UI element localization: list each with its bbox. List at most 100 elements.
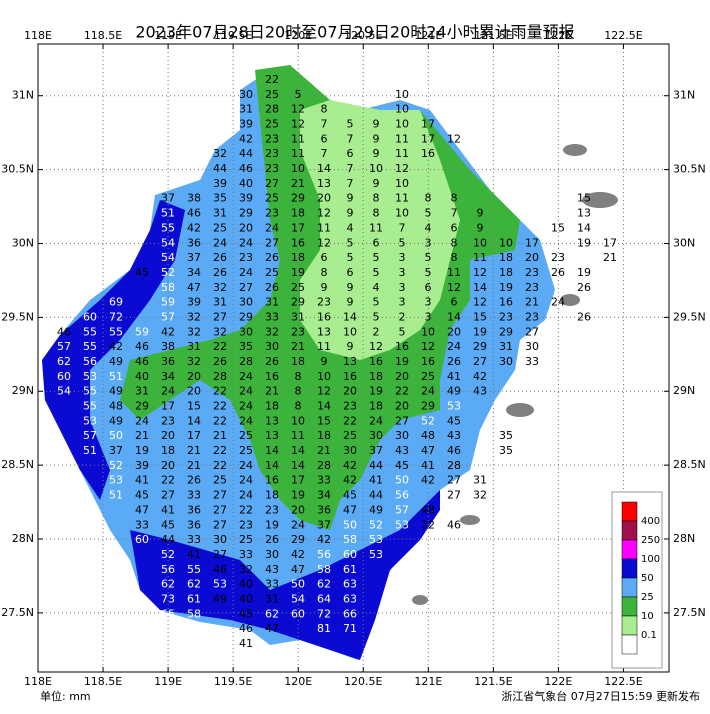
station-value: 18: [291, 355, 305, 368]
station-value: 25: [265, 118, 279, 131]
station-value: 3: [425, 310, 432, 323]
station-value: 33: [239, 548, 253, 561]
station-value: 16: [499, 296, 513, 309]
station-value: 12: [317, 207, 331, 220]
station-value: 28: [447, 459, 461, 472]
station-value: 42: [343, 474, 357, 487]
station-value: 8: [425, 192, 432, 205]
ticks: 118E 118E 118.5E 118.5E 119E 119E 119.5E 119.5E…: [1, 29, 705, 688]
station-value: 14: [265, 459, 279, 472]
station-value: 24: [135, 414, 149, 427]
station-value: 25: [265, 192, 279, 205]
station-value: 31: [291, 310, 305, 323]
station-value: 20: [395, 400, 409, 413]
station-value: 12: [473, 266, 487, 279]
regions: [42, 65, 618, 660]
station-value: 40: [239, 177, 253, 190]
station-value: 9: [373, 147, 380, 160]
station-value: 15: [473, 310, 487, 323]
station-value: 8: [451, 236, 458, 249]
station-value: 30: [343, 444, 357, 457]
station-value: 45: [395, 459, 409, 472]
x-tick-label: 119.5E: [214, 675, 252, 688]
station-value: 37: [369, 444, 383, 457]
station-value: 26: [265, 281, 279, 294]
x-tick-label: 120E: [284, 29, 312, 42]
station-value: 3: [399, 296, 406, 309]
station-value: 21: [291, 340, 305, 353]
station-value: 12: [317, 385, 331, 398]
station-value: 27: [213, 489, 227, 502]
station-value: 6: [321, 251, 328, 264]
station-value: 5: [373, 296, 380, 309]
station-value: 10: [395, 177, 409, 190]
station-value: 13: [577, 207, 591, 220]
station-value: 6: [321, 132, 328, 145]
y-tick-label: 29.5N: [673, 310, 706, 323]
station-value: 21: [187, 459, 201, 472]
station-value: 33: [265, 578, 279, 591]
station-value: 24: [239, 414, 253, 427]
station-value: 19: [291, 489, 305, 502]
station-value: 51: [83, 444, 97, 457]
station-value: 16: [265, 370, 279, 383]
station-value: 17: [291, 221, 305, 234]
station-value: 33: [265, 310, 279, 323]
station-value: 5: [347, 118, 354, 131]
station-value: 10: [473, 236, 487, 249]
station-value: 30: [239, 296, 253, 309]
station-value: 29: [421, 400, 435, 413]
station-value: 11: [447, 266, 461, 279]
station-value: 13: [265, 429, 279, 442]
x-tick-label: 122E: [544, 675, 572, 688]
station-value: 23: [525, 310, 539, 323]
station-value: 16: [291, 236, 305, 249]
station-value: 52: [161, 266, 175, 279]
station-value: 25: [265, 88, 279, 101]
station-value: 27: [213, 548, 227, 561]
station-value: 9: [477, 207, 484, 220]
station-value: 50: [291, 578, 305, 591]
y-tick-label: 28.5N: [1, 458, 34, 471]
x-tick-label: 121.5E: [474, 675, 512, 688]
station-value: 6: [425, 281, 432, 294]
station-value: 8: [295, 385, 302, 398]
station-value: 9: [347, 281, 354, 294]
station-value: 54: [161, 251, 175, 264]
station-value: 37: [109, 444, 123, 457]
station-value: 62: [187, 578, 201, 591]
station-value: 35: [213, 192, 227, 205]
station-value: 19: [473, 325, 487, 338]
station-value: 26: [213, 355, 227, 368]
station-value: 14: [577, 221, 591, 234]
station-value: 45: [239, 607, 253, 620]
station-value: 47: [265, 622, 279, 635]
station-value: 7: [321, 118, 328, 131]
islands: [412, 144, 618, 605]
station-value: 15: [317, 414, 331, 427]
station-value: 62: [265, 607, 279, 620]
station-value: 14: [187, 414, 201, 427]
station-value: 23: [291, 325, 305, 338]
x-tick-label: 120E: [284, 675, 312, 688]
station-value: 7: [399, 221, 406, 234]
legend-swatch: [621, 501, 638, 522]
station-value: 10: [291, 162, 305, 175]
station-value: 28: [213, 370, 227, 383]
station-value: 31: [265, 592, 279, 605]
station-value: 29: [291, 192, 305, 205]
station-value: 14: [447, 310, 461, 323]
station-value: 24: [291, 518, 305, 531]
station-value: 33: [525, 355, 539, 368]
station-value: 20: [161, 459, 175, 472]
station-value: 18: [291, 251, 305, 264]
station-value: 31: [135, 385, 149, 398]
station-value: 38: [187, 192, 201, 205]
station-value: 28: [317, 459, 331, 472]
station-value: 55: [161, 221, 175, 234]
station-value: 27: [265, 236, 279, 249]
station-value: 24: [239, 385, 253, 398]
station-value: 29: [291, 296, 305, 309]
station-value: 25: [239, 533, 253, 546]
station-value: 48: [109, 400, 123, 413]
